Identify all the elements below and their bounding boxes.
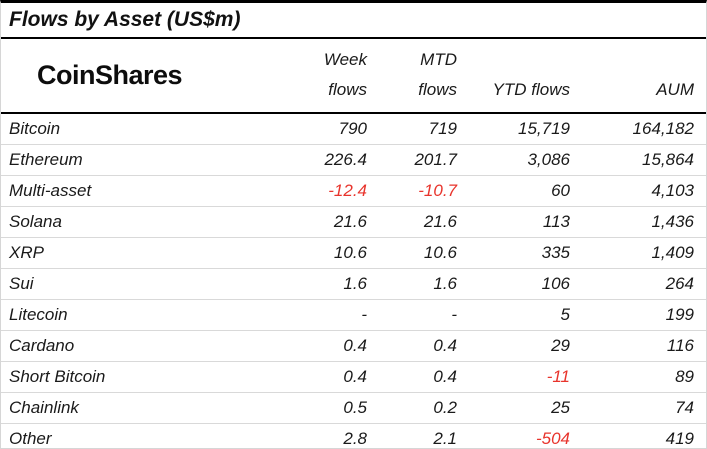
value-cell: 226.4 [299,144,379,176]
value-cell: 0.2 [379,392,469,424]
value-cell: 116 [582,330,706,362]
table-row: Sui 1.6 1.6 106 264 [1,268,706,300]
value-cell: 15,864 [582,144,706,176]
asset-cell: Sui [1,268,299,300]
value-cell: 89 [582,361,706,393]
value-cell: 25 [469,392,582,424]
asset-cell: Litecoin [1,299,299,331]
value-cell: 2.8 [343,429,367,448]
value-cell: - [379,299,469,331]
asset-cell: Solana [1,206,299,238]
table-row: Chainlink 0.5 0.2 25 74 [1,392,706,424]
value-cell: 1.6 [299,268,379,300]
flows-table: CoinShares Week flows MTD flows YTD flow… [1,39,706,448]
column-header-week-flows: Week flows [299,39,379,114]
value-cell: 0.5 [299,392,379,424]
asset-cell: Short Bitcoin [1,361,299,393]
value-cell: 264 [582,268,706,300]
value-cell: 1.6 [379,268,469,300]
value-cell: 3,086 [469,144,582,176]
logo-cell: CoinShares [1,39,299,114]
asset-cell: Bitcoin [1,113,299,145]
asset-cell: Multi-asset [1,175,299,207]
table-title: Flows by Asset (US$m) [1,3,706,39]
value-cell: - [299,299,379,331]
value-cell: 0.4 [379,330,469,362]
table-row: Cardano 0.4 0.4 29 116 [1,330,706,362]
value-cell: 4,103 [582,175,706,207]
value-cell: 0.4 [299,361,379,393]
table-row: Short Bitcoin 0.4 0.4 -11 89 [1,361,706,393]
column-header-ytd-flows: YTD flows [469,39,582,114]
asset-cell: Ethereum [1,144,299,176]
header-ytd-label: YTD flows [492,80,570,99]
value-cell: 113 [469,206,582,238]
value-cell: 1,409 [582,237,706,269]
asset-cell: XRP [1,237,299,269]
value-cell: 5 [469,299,582,331]
header-week-line1: Week [323,50,367,69]
value-cell: 60 [469,175,582,207]
value-cell: -12.4 [299,175,379,207]
value-cell: -10.7 [379,175,469,207]
value-cell: 21.6 [379,206,469,238]
value-cell: 335 [469,237,582,269]
header-mtd-line1: MTD [420,50,457,69]
value-cell: -504 [535,429,570,448]
value-cell: 74 [582,392,706,424]
value-cell: 0.4 [379,361,469,393]
value-cell: 1,436 [582,206,706,238]
value-cell: 164,182 [582,113,706,145]
value-cell: 29 [469,330,582,362]
value-cell: 10.6 [379,237,469,269]
value-cell: 15,719 [469,113,582,145]
asset-cell: Chainlink [1,392,299,424]
header-week-line2: flows [328,80,367,99]
value-cell: 419 [665,429,694,448]
column-header-aum: AUM [582,39,706,114]
value-cell: 106 [469,268,582,300]
table-row: Litecoin - -5 199 [1,299,706,331]
value-cell: 201.7 [379,144,469,176]
value-cell: 0.4 [299,330,379,362]
value-cell: 719 [379,113,469,145]
table-row: Ethereum 226.4 201.7 3,086 15,864 [1,144,706,176]
table-row: Bitcoin 790 719 15,719 164,182 [1,113,706,145]
table-header: CoinShares Week flows MTD flows YTD flow… [1,39,706,114]
value-cell: 10.6 [299,237,379,269]
value-cell: 21.6 [299,206,379,238]
value-cell: -11 [469,361,582,393]
table-row: Solana 21.6 21.6 113 1,436 [1,206,706,238]
table-row: XRP 10.6 10.6 335 1,409 [1,237,706,269]
header-row: CoinShares Week flows MTD flows YTD flow… [1,39,706,114]
table-row: Multi-asset -12.4 -10.7 60 4,103 [1,175,706,207]
coinshares-logo: CoinShares [37,60,183,90]
column-header-mtd-flows: MTD flows [379,39,469,114]
table-row: Other 2.8 2.1 -504 419 [1,424,706,448]
header-aum-label: AUM [656,80,694,99]
value-cell: 790 [299,113,379,145]
header-mtd-line2: flows [418,80,457,99]
value-cell: 199 [582,299,706,331]
asset-cell: Other [9,429,52,448]
asset-cell: Cardano [1,330,299,362]
value-cell: 2.1 [433,429,457,448]
table-body: Bitcoin 790 719 15,719 164,182 Ethereum 226.4 2… [1,113,706,448]
